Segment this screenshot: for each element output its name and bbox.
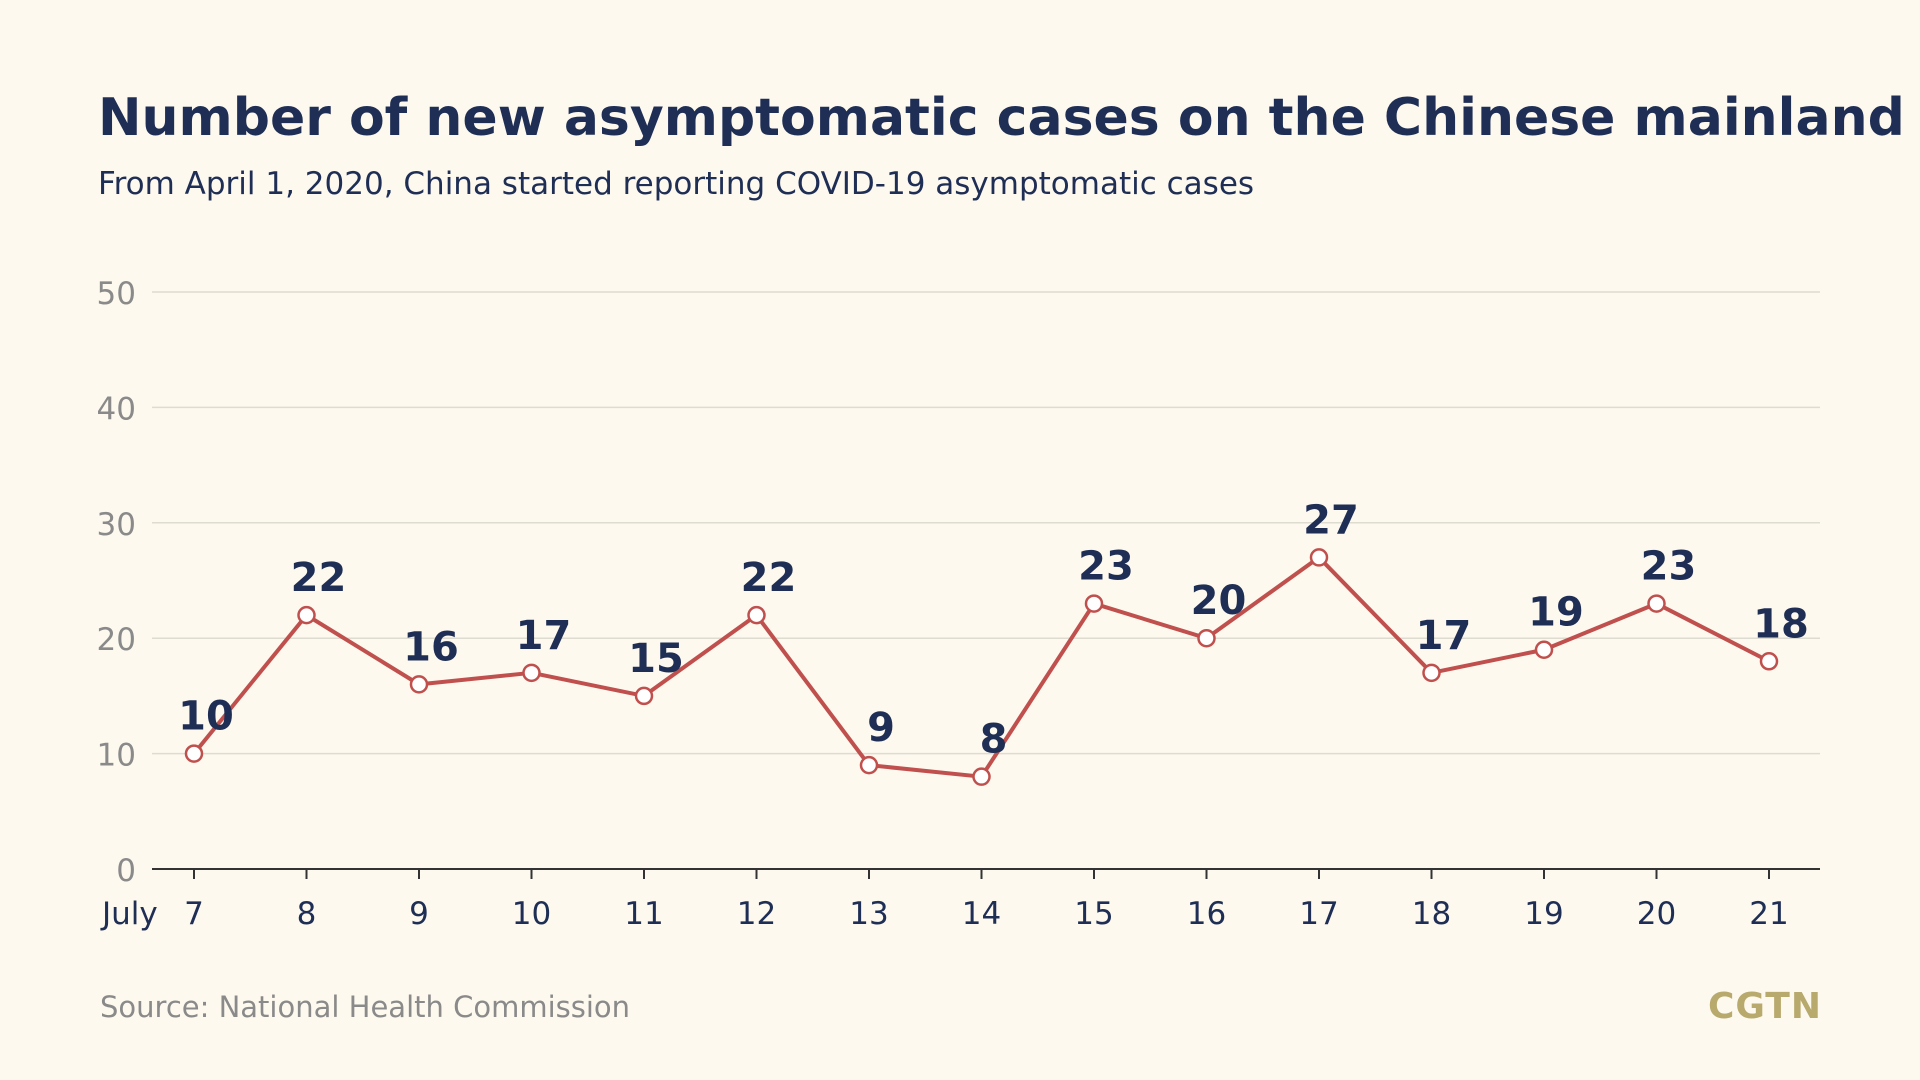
data-label: 17 (1416, 613, 1472, 659)
x-tick-label: 19 (1524, 896, 1563, 932)
x-tick-label: 12 (737, 896, 776, 932)
y-tick-label: 10 (97, 738, 136, 774)
chart-title: Number of new asymptomatic cases on the … (98, 88, 1905, 148)
chart-subtitle: From April 1, 2020, China started report… (98, 166, 1255, 202)
x-tick-label: 8 (297, 896, 317, 932)
x-tick-label: 16 (1187, 896, 1226, 932)
x-tick-label: 18 (1412, 896, 1451, 932)
data-point (972, 767, 991, 786)
data-point (1759, 652, 1779, 671)
x-tick-label: 20 (1637, 896, 1676, 932)
data-point (184, 744, 204, 763)
data-point (1422, 663, 1441, 683)
cgtn-logo: CGTN (1707, 986, 1822, 1027)
data-point (1197, 628, 1216, 648)
x-tick-label: 15 (1074, 896, 1113, 932)
data-point (297, 605, 316, 625)
data-points (184, 548, 1779, 786)
source-note: Source: National Health Commission (100, 990, 631, 1024)
y-tick-label: 40 (97, 391, 136, 427)
data-label: 9 (867, 705, 895, 751)
data-label: 20 (1191, 578, 1247, 624)
y-tick-label: 50 (97, 276, 136, 312)
data-point (1534, 640, 1554, 659)
x-tick-label: 11 (624, 896, 663, 932)
data-label: 16 (403, 624, 459, 670)
data-label: 17 (516, 613, 572, 659)
gridlines (152, 291, 1820, 755)
y-axis: 0 10 20 30 40 50 (97, 276, 136, 889)
data-label: 22 (291, 555, 347, 601)
data-label: 27 (1303, 497, 1359, 543)
data-label: 23 (1641, 544, 1697, 590)
data-point (1084, 594, 1104, 613)
x-tick-label: 13 (849, 896, 888, 932)
y-tick-label: 30 (97, 507, 136, 543)
x-tick-label: 14 (962, 896, 1001, 932)
data-point (409, 675, 429, 694)
data-label: 19 (1528, 590, 1584, 636)
x-tick-label: 21 (1749, 896, 1788, 932)
data-point (634, 686, 654, 706)
data-label: 22 (741, 555, 797, 601)
data-label: 23 (1078, 544, 1134, 590)
data-label: 15 (628, 636, 684, 682)
data-point (1647, 594, 1666, 613)
data-label: 8 (980, 717, 1008, 763)
data-labels: 10 22 16 17 15 22 9 8 23 20 27 17 19 23 18 (178, 497, 1809, 762)
y-tick-label: 0 (116, 853, 136, 889)
data-point (1309, 548, 1329, 567)
x-tick-label: 10 (512, 896, 551, 932)
data-label: 18 (1753, 601, 1809, 647)
x-tick-label: 7 (184, 896, 204, 932)
x-tick-label: 17 (1299, 896, 1338, 932)
y-tick-label: 20 (97, 622, 136, 658)
x-axis-month-label: July (100, 896, 158, 932)
x-tick-label: 9 (409, 896, 429, 932)
data-point (522, 663, 541, 683)
x-axis: 7 8 9 10 11 12 13 14 15 16 17 18 19 20 21 July (100, 868, 1820, 932)
data-point (747, 605, 766, 625)
data-label: 10 (178, 694, 234, 740)
data-point (859, 755, 879, 775)
